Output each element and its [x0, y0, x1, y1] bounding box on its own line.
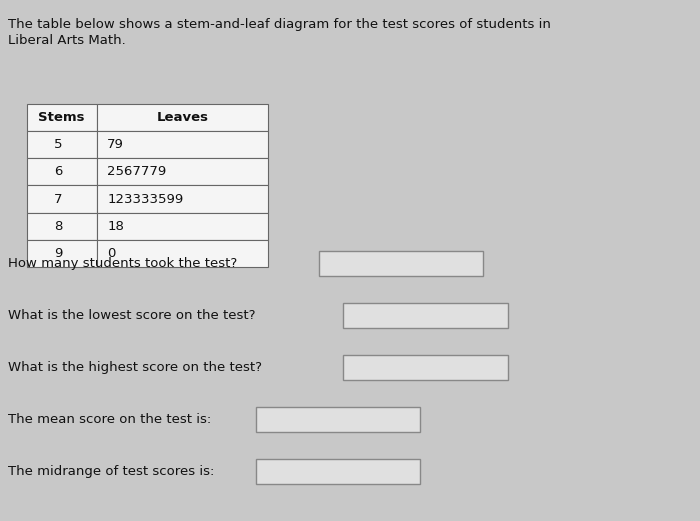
FancyBboxPatch shape — [343, 355, 508, 380]
FancyBboxPatch shape — [97, 213, 268, 240]
FancyBboxPatch shape — [256, 459, 420, 484]
Text: What is the lowest score on the test?: What is the lowest score on the test? — [8, 309, 256, 321]
FancyBboxPatch shape — [97, 131, 268, 158]
Text: 2567779: 2567779 — [107, 166, 167, 178]
Text: Stems: Stems — [38, 111, 85, 124]
FancyBboxPatch shape — [343, 303, 508, 328]
Text: 5: 5 — [54, 139, 62, 151]
Text: What is the highest score on the test?: What is the highest score on the test? — [8, 361, 262, 374]
FancyBboxPatch shape — [27, 213, 97, 240]
Text: The mean score on the test is:: The mean score on the test is: — [8, 413, 211, 426]
FancyBboxPatch shape — [318, 251, 483, 276]
FancyBboxPatch shape — [97, 240, 268, 267]
FancyBboxPatch shape — [97, 158, 268, 185]
Text: 0: 0 — [107, 247, 116, 259]
Text: The table below shows a stem-and-leaf diagram for the test scores of students in: The table below shows a stem-and-leaf di… — [8, 18, 552, 31]
FancyBboxPatch shape — [97, 104, 268, 131]
FancyBboxPatch shape — [256, 407, 420, 432]
Text: 8: 8 — [54, 220, 62, 232]
Text: 123333599: 123333599 — [107, 193, 183, 205]
FancyBboxPatch shape — [27, 185, 97, 213]
Text: Liberal Arts Math.: Liberal Arts Math. — [8, 34, 126, 47]
FancyBboxPatch shape — [27, 240, 97, 267]
Text: 7: 7 — [54, 193, 62, 205]
Text: How many students took the test?: How many students took the test? — [8, 257, 238, 269]
FancyBboxPatch shape — [27, 104, 97, 131]
Text: Leaves: Leaves — [156, 111, 209, 124]
Text: 6: 6 — [54, 166, 62, 178]
FancyBboxPatch shape — [97, 185, 268, 213]
Text: 9: 9 — [54, 247, 62, 259]
Text: The midrange of test scores is:: The midrange of test scores is: — [8, 465, 215, 478]
FancyBboxPatch shape — [27, 158, 97, 185]
Text: 18: 18 — [107, 220, 124, 232]
Text: 79: 79 — [107, 139, 124, 151]
FancyBboxPatch shape — [27, 131, 97, 158]
